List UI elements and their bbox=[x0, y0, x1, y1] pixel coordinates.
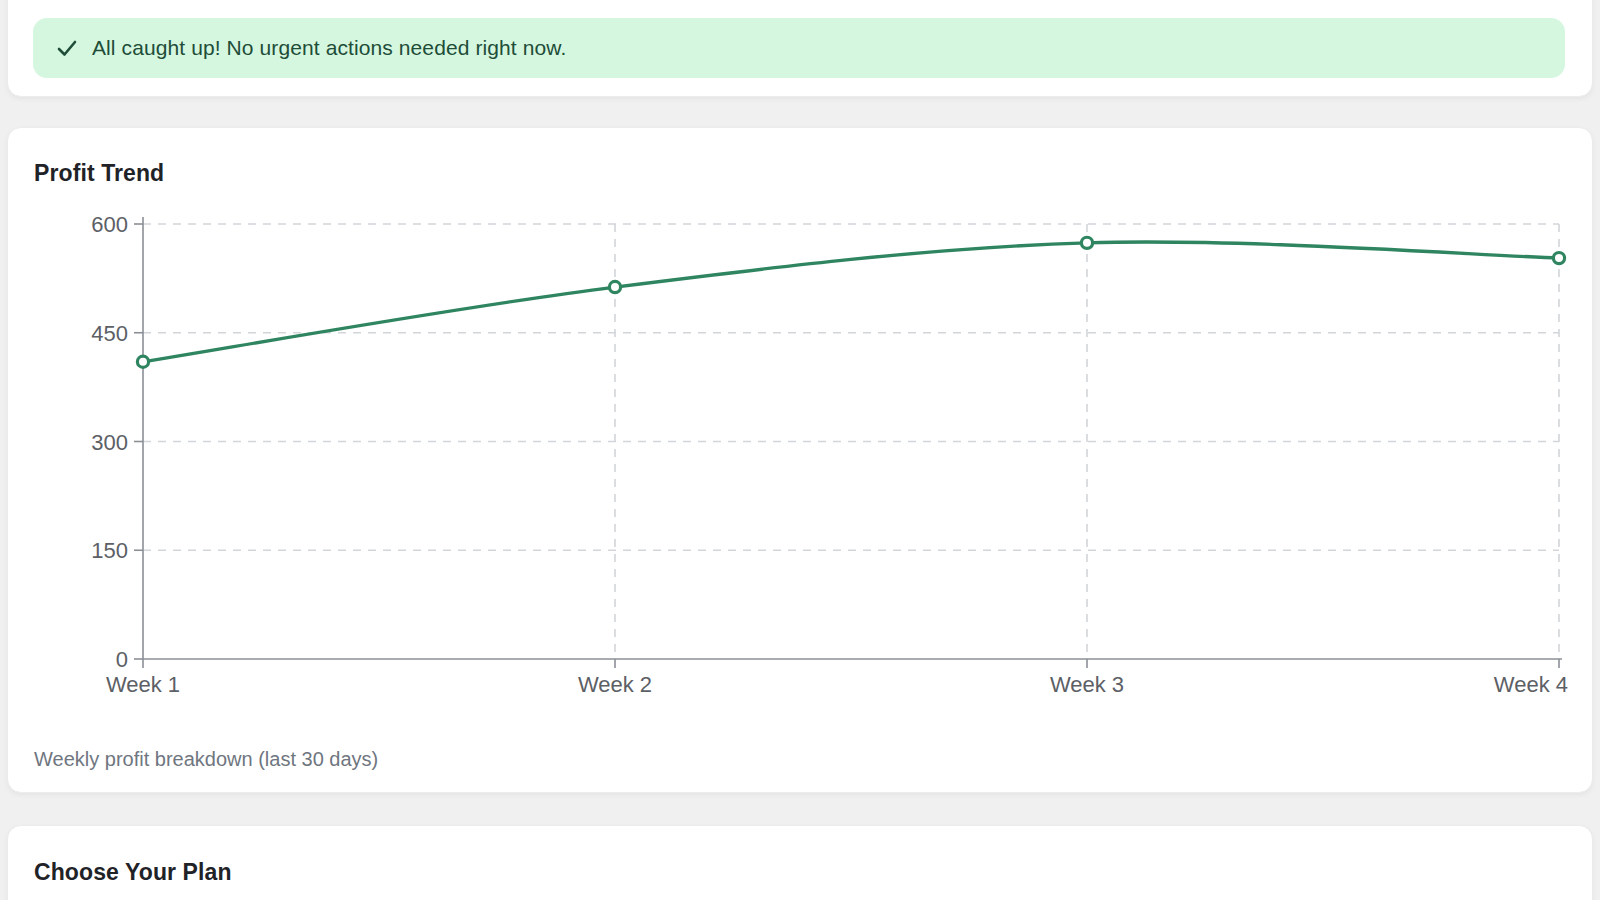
data-point bbox=[137, 356, 148, 367]
success-banner: All caught up! No urgent actions needed … bbox=[33, 18, 1565, 78]
data-point bbox=[1081, 237, 1092, 248]
data-point bbox=[609, 281, 620, 292]
x-tick-label: Week 3 bbox=[1050, 672, 1124, 697]
y-tick-label: 300 bbox=[91, 430, 128, 455]
data-point bbox=[1553, 252, 1564, 263]
plan-card: Choose Your Plan bbox=[7, 825, 1593, 900]
banner-message: All caught up! No urgent actions needed … bbox=[92, 36, 566, 60]
x-tick-label: Week 1 bbox=[106, 672, 180, 697]
profit-trend-chart: 0 150 300 450 600 Week 1 Week 2 Week 3 Week 4 bbox=[8, 128, 1592, 794]
y-tick-label: 0 bbox=[116, 647, 128, 672]
chart-caption: Weekly profit breakdown (last 30 days) bbox=[34, 748, 378, 771]
check-icon bbox=[56, 37, 78, 59]
y-tick-label: 600 bbox=[91, 212, 128, 237]
profit-trend-card: Profit Trend 0150300450600Week 1Week 2We… bbox=[7, 127, 1593, 793]
x-tick-label: Week 4 bbox=[1494, 672, 1568, 697]
status-card: All caught up! No urgent actions needed … bbox=[7, 0, 1593, 97]
trend-line bbox=[143, 242, 1559, 362]
x-tick-label: Week 2 bbox=[578, 672, 652, 697]
plan-title: Choose Your Plan bbox=[34, 859, 232, 886]
y-tick-label: 150 bbox=[91, 538, 128, 563]
y-tick-label: 450 bbox=[91, 321, 128, 346]
